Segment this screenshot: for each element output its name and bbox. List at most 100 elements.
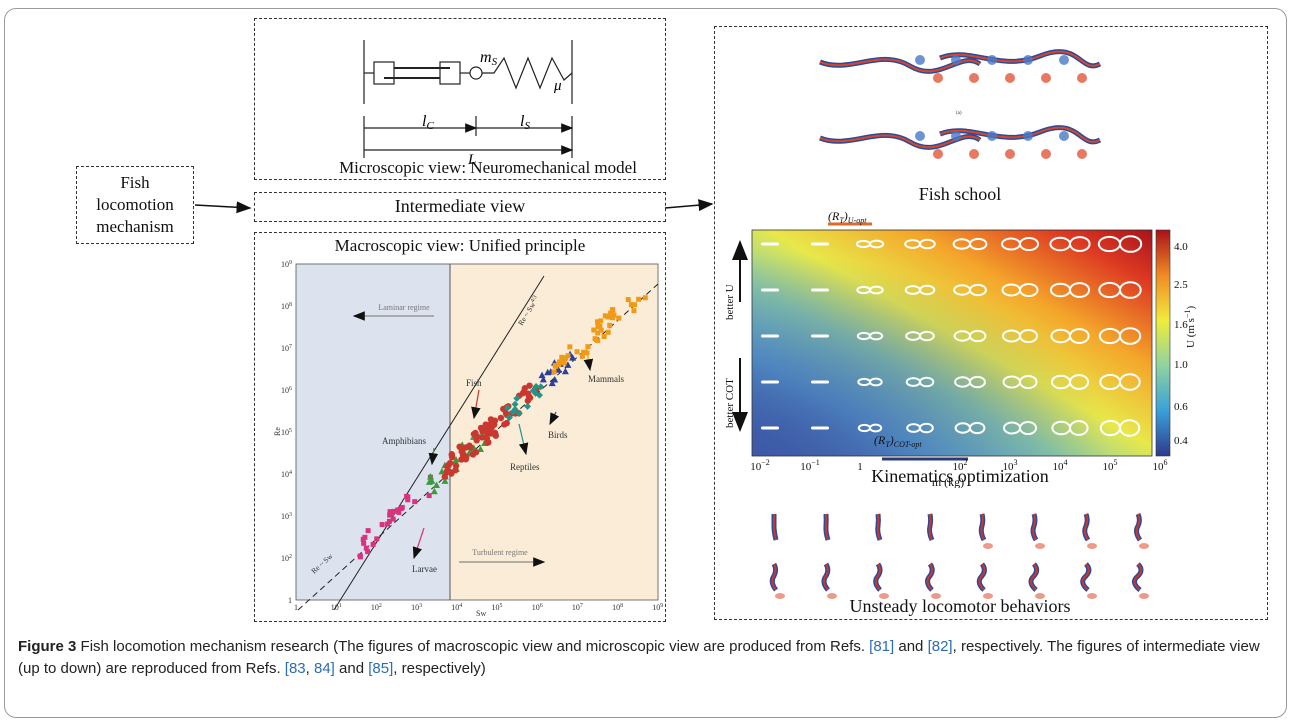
macro-xtick: 108 (612, 603, 623, 612)
cbar-exp: −1 (1183, 310, 1192, 319)
intermediate-box (254, 192, 666, 222)
kin-xtick: 102 (953, 458, 968, 473)
macro-xtick: 107 (572, 603, 583, 612)
cbar-tick: 0.6 (1174, 401, 1188, 413)
label-fish: Fish (466, 378, 482, 388)
caption-figure-number: Figure 3 (18, 638, 77, 655)
laminar-region (296, 264, 450, 600)
cbar-close: ) (1185, 306, 1197, 310)
fish-school-image: (a) (819, 49, 1102, 159)
macro-ytick: 1 (288, 596, 292, 605)
ref-81-link[interactable]: [81] (869, 638, 895, 655)
caption-text-3: , respectively. The figures of intermedi… (18, 638, 1260, 677)
ref-84-link[interactable]: 84] (314, 660, 335, 677)
macro-xlabel: Sw (476, 609, 486, 618)
svg-text:U (m s−1): U (m s−1) (1183, 306, 1197, 348)
fit2-exp: 4/3 (530, 294, 539, 303)
top-opt-sub: T (839, 216, 844, 225)
top-opt-sub2: U-opt (848, 216, 867, 225)
arrow-left (194, 201, 252, 214)
macro-xtick: 102 (371, 603, 382, 612)
ref-85-link[interactable]: [85] (368, 660, 394, 677)
microscopic-title: Microscopic view: Neuromechanical model (339, 158, 637, 177)
top-opt-close: ) (843, 209, 848, 223)
label-mammals: Mammals (588, 374, 624, 384)
label-larvae: Larvae (412, 564, 437, 574)
caption-text-1: Fish locomotion mechanism research (The … (76, 638, 870, 655)
top-opt-label: (R (828, 209, 840, 223)
macro-ytick: 109 (281, 260, 292, 269)
kin-xtick: 104 (1053, 458, 1068, 473)
label-reptiles: Reptiles (510, 462, 540, 472)
svg-text:mS: mS (480, 49, 498, 68)
re-sw-chart: 109 108 107 106 105 104 103 102 1 1 101 102 103 104 1… (273, 260, 663, 618)
bottom-opt-sub2: COT-opt (894, 440, 923, 449)
cbar-label: U (m s (1185, 318, 1197, 348)
macroscopic-box (254, 232, 666, 622)
left-line-1: Fish (120, 173, 150, 192)
caption-text-6: , respectively) (393, 660, 486, 677)
figure-frame (4, 8, 1287, 718)
turbulent-label: Turbulent regime (472, 548, 528, 557)
svg-text:lC: lC (422, 113, 434, 132)
macro-ytick: 105 (281, 428, 292, 437)
kin-xtick: 10−1 (800, 458, 820, 473)
kin-xtick: 106 (1153, 458, 1168, 473)
intermediate-title: Intermediate view (394, 196, 526, 216)
cbar-tick: 1.6 (1174, 319, 1188, 331)
caption-text-5: and (334, 660, 369, 677)
macro-ytick: 102 (281, 554, 292, 563)
laminar-label: Laminar regime (378, 303, 430, 312)
macro-xtick: 104 (451, 603, 462, 612)
intermediate-detail-box (714, 26, 1268, 620)
cbar-tick: 2.5 (1174, 279, 1188, 291)
label-amphibians: Amphibians (382, 436, 426, 446)
macro-xtick: 109 (652, 603, 663, 612)
better-u-label: better U (724, 284, 736, 320)
svg-text:lS: lS (520, 113, 530, 132)
macroscopic-title: Macroscopic view: Unified principle (334, 236, 586, 255)
kin-xtick: 105 (1103, 458, 1118, 473)
left-line-2: locomotion (96, 195, 174, 214)
figure-caption: Figure 3 Fish locomotion mechanism resea… (18, 636, 1278, 680)
macro-xtick: 1 (294, 603, 298, 612)
caption-text-2: and (894, 638, 928, 655)
left-line-3: mechanism (96, 217, 174, 236)
unsteady-title: Unsteady locomotor behaviors (849, 596, 1071, 616)
school-subfig-label: (a) (956, 111, 962, 116)
macro-ytick: 104 (281, 470, 292, 479)
svg-text:(RT)COT-opt: (RT)COT-opt (874, 433, 922, 449)
bottom-opt-close: ) (889, 433, 894, 447)
kin-xlabel: m (kg) (932, 475, 964, 488)
svg-text:μ: μ (553, 78, 562, 94)
macro-ytick: 108 (281, 302, 292, 311)
cbar-tick: 1.0 (1174, 359, 1188, 371)
unsteady-image (769, 512, 1149, 599)
fish-locomotion-box (76, 166, 194, 244)
macro-xtick: 105 (492, 603, 503, 612)
fit-re-sw43 (333, 275, 545, 611)
caption-text-4: , (305, 660, 314, 677)
ref-83-link[interactable]: [83 (284, 660, 306, 677)
macro-ytick: 103 (281, 512, 292, 521)
svg-text:(RT)U-opt: (RT)U-opt (828, 209, 867, 225)
label-birds: Birds (548, 430, 568, 440)
macro-xtick: 106 (532, 603, 543, 612)
macro-ylabel: Re (273, 427, 282, 436)
svg-text:L: L (467, 152, 476, 168)
ref-82-link[interactable]: [82] (927, 638, 953, 655)
kin-xtick: 103 (1003, 458, 1018, 473)
microscopic-box (254, 18, 666, 180)
kin-xtick: 1 (857, 461, 863, 473)
fish-school-title: Fish school (918, 184, 1002, 204)
macro-ytick: 107 (281, 344, 292, 353)
fish-locomotion-label: Fish locomotion mechanism (76, 172, 194, 238)
cbar-tick: 0.4 (1174, 435, 1188, 447)
arrow-right (664, 199, 714, 212)
kinematics-chart: 4.02.51.61.00.60.4 (RT)U-opt (RT)COT-opt… (724, 209, 1197, 488)
cbar-tick: 4.0 (1174, 241, 1188, 253)
better-cot-label: better COT (724, 378, 736, 428)
macro-xtick: 103 (411, 603, 422, 612)
kin-xtick: 10−2 (750, 458, 770, 473)
